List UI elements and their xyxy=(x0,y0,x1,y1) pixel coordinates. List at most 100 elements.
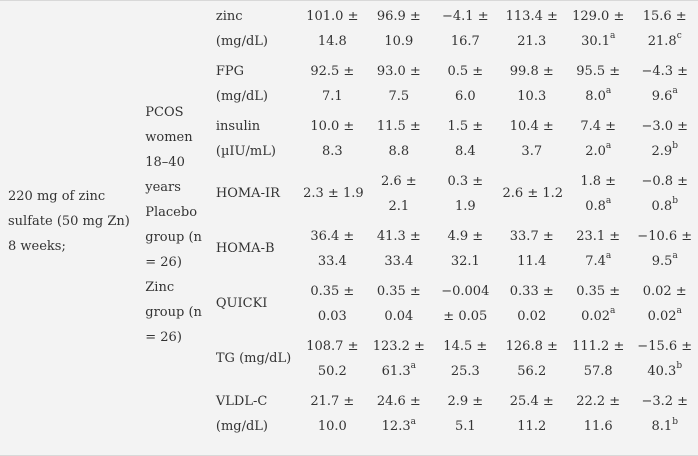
value-sd-line: 0.02a xyxy=(569,304,627,329)
value-sd: 56.2 xyxy=(517,363,547,379)
value-cell: 0.02 ± 0.02a xyxy=(631,276,698,331)
value-sd-line: 0.04 xyxy=(370,304,428,329)
value-sd: 5.1 xyxy=(454,419,476,434)
value-sd-line: 3.7 xyxy=(503,139,561,164)
significance-superscript: a xyxy=(605,86,612,97)
value-sd-line: 0.03 xyxy=(303,304,361,329)
table-row: insulin (µIU/mL) 10.0 ± 8.3 11.5 ± 8.8 1.5 ± 8.… xyxy=(0,111,698,166)
value-sd: 21.8 xyxy=(647,33,677,49)
value-sd-line: 7.4a xyxy=(569,249,627,274)
value-cell: 0.5 ± 6.0 xyxy=(432,56,498,111)
value-mean: 24.6 ± xyxy=(376,394,421,409)
population-line: years xyxy=(145,180,181,195)
value-sd: 0.02 xyxy=(517,308,547,324)
value-sd: 3.7 xyxy=(521,143,543,159)
value-sd: 61.3 xyxy=(381,363,411,379)
value-cell: 0.33 ± 0.02 xyxy=(499,276,565,331)
value-cell: 92.5 ± 7.1 xyxy=(299,56,365,111)
value-mean: 41.3 ± xyxy=(376,228,421,244)
value-cell: 10.0 ± 8.3 xyxy=(299,111,365,166)
value-sd-line: 56.2 xyxy=(503,359,561,384)
value-mean: 95.5 ± xyxy=(576,63,621,79)
parameter-cell: QUICKI xyxy=(212,276,299,331)
value-mean: −15.6 ± xyxy=(637,338,693,354)
value-mean: 2.9 ± xyxy=(447,394,484,409)
value-sd: 1.9 xyxy=(454,198,476,214)
population-line: group (n xyxy=(145,225,208,250)
value-sd: 0.03 xyxy=(317,308,347,324)
value-sd: 7.5 xyxy=(388,88,410,104)
value-sd: 8.1 xyxy=(651,419,673,434)
value-mean: 93.0 ± xyxy=(376,63,421,79)
value-sd-line: 1.9 xyxy=(436,194,494,219)
value-cell: 111.2 ± 57.8 xyxy=(565,331,631,386)
value-cell: −15.6 ± 40.3b xyxy=(631,331,698,386)
value-sd-line: ± 0.05 xyxy=(436,304,494,329)
value-sd-line: 6.0 xyxy=(436,84,494,109)
significance-superscript: a xyxy=(605,251,612,262)
value-cell: 25.4 ± 11.2 xyxy=(499,386,565,442)
value-sd: 40.3 xyxy=(647,363,677,379)
value-sd: 11.2 xyxy=(517,419,547,434)
value-mean: 10.0 ± xyxy=(310,118,355,134)
significance-superscript: a xyxy=(610,306,616,317)
value-sd: 33.4 xyxy=(384,253,414,269)
value-sd-line: 8.3 xyxy=(303,139,361,164)
value-cell: 23.1 ± 7.4a xyxy=(565,221,631,276)
value-mean: 0.02 ± xyxy=(642,283,687,299)
value-cell: 2.3 ± 1.9 xyxy=(299,166,365,221)
value-sd: 7.1 xyxy=(322,88,343,104)
value-sd: 6.0 xyxy=(454,88,476,104)
value-mean: 22.2 ± xyxy=(576,394,621,409)
value-cell: 4.9 ± 32.1 xyxy=(432,221,498,276)
population-line: Zinc xyxy=(145,280,175,295)
value-sd: 14.8 xyxy=(317,33,347,49)
value-cell: −4.3 ± 9.6a xyxy=(631,56,698,111)
parameter-label: (µIU/mL) xyxy=(215,143,276,159)
value-mean: −3.2 ± xyxy=(641,394,689,409)
value-cell: −4.1 ± 16.7 xyxy=(432,1,498,56)
value-cell: 22.2 ± 11.6 xyxy=(565,386,631,442)
population-line: group (n xyxy=(145,305,202,320)
value-cell: 129.0 ± 30.1a xyxy=(565,1,631,56)
significance-superscript: a xyxy=(672,251,678,262)
value-mean: 96.9 ± xyxy=(376,8,421,24)
parameter-cell: zinc (mg/dL) xyxy=(212,1,299,56)
value-cell: 93.0 ± 7.5 xyxy=(366,56,432,111)
value-sd-line: 2.1 xyxy=(370,194,428,219)
value-cell: 126.8 ± 56.2 xyxy=(499,331,565,386)
value-sd-line: 9.6a xyxy=(635,84,694,109)
parameter-label: QUICKI xyxy=(215,296,268,311)
value-sd: 50.2 xyxy=(317,363,347,379)
significance-superscript: a xyxy=(410,361,416,372)
value-sd-line: 14.8 xyxy=(303,29,361,54)
parameter-label: HOMA-IR xyxy=(215,186,280,201)
significance-superscript: a xyxy=(605,141,612,152)
value-mean: 1.8 ± xyxy=(580,173,617,189)
value-mean: 23.1 ± xyxy=(576,228,621,244)
value-mean: 14.5 ± xyxy=(443,338,488,354)
value-sd: 0.8 xyxy=(585,198,606,214)
value-cell: 0.35 ± 0.03 xyxy=(299,276,365,331)
value-sd: 0.02 xyxy=(581,308,611,324)
value-cell: 2.6 ± 2.1 xyxy=(366,166,432,221)
value-text: 2.3 ± 1.9 xyxy=(303,186,364,201)
parameter-cell: FPG (mg/dL) xyxy=(212,56,299,111)
value-cell: 108.7 ± 50.2 xyxy=(299,331,365,386)
significance-superscript: b xyxy=(676,361,683,372)
significance-superscript: a xyxy=(610,31,616,42)
value-cell: 96.9 ± 10.9 xyxy=(366,1,432,56)
table-row: FPG (mg/dL) 92.5 ± 7.1 93.0 ± 7.5 0.5 ± 6.0 99.8… xyxy=(0,56,698,111)
value-sd-line: 8.4 xyxy=(436,139,494,164)
value-sd: 30.1 xyxy=(581,33,611,49)
table-row: TG (mg/dL) 108.7 ± 50.2 123.2 ± 61.3a 14.5 ± 2… xyxy=(0,331,698,386)
value-mean: −3.0 ± xyxy=(641,118,689,134)
population-line: women xyxy=(145,130,193,145)
value-mean: 10.4 ± xyxy=(509,118,554,134)
value-mean: 4.9 ± xyxy=(447,228,484,244)
significance-superscript: c xyxy=(676,31,682,42)
value-cell: 99.8 ± 10.3 xyxy=(499,56,565,111)
value-mean: 33.7 ± xyxy=(509,228,554,244)
value-sd-line: 9.5a xyxy=(635,249,694,274)
